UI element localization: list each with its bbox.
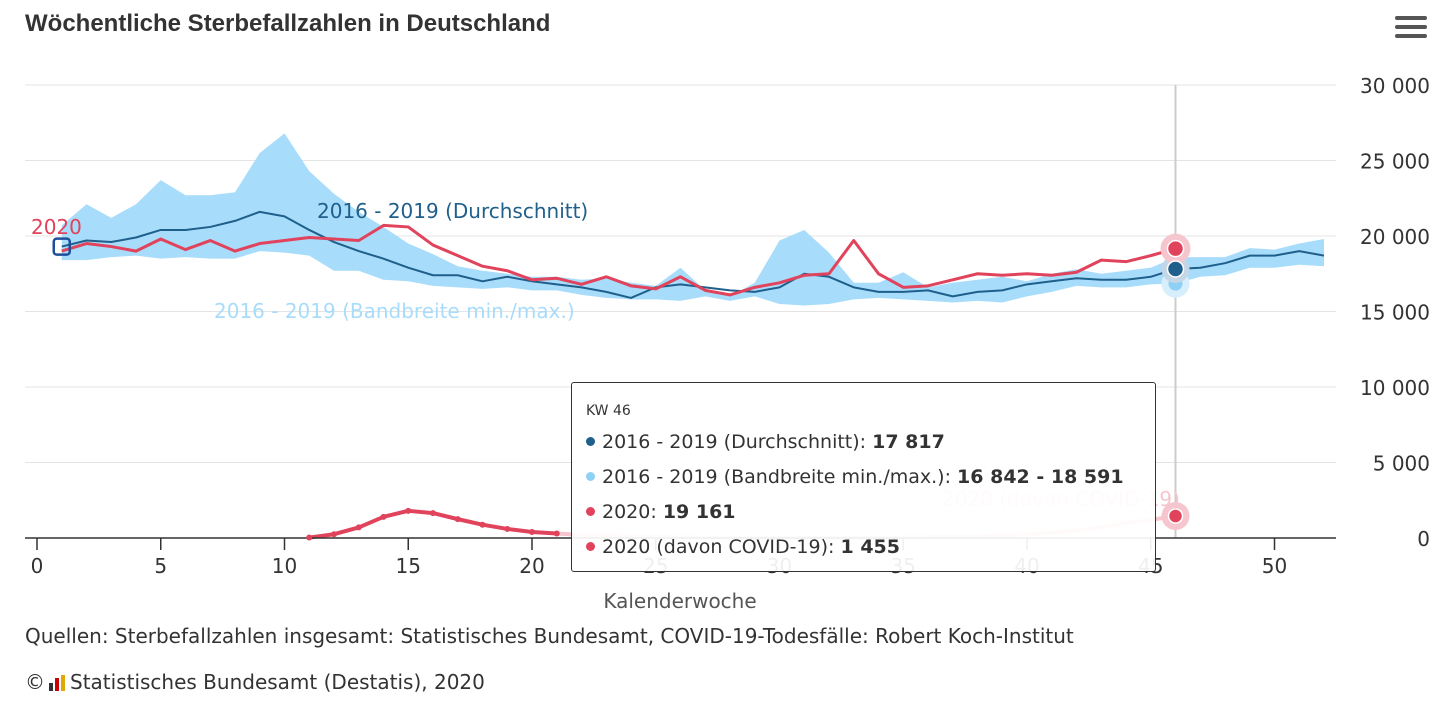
y-tick-label: 5 000: [1373, 452, 1430, 476]
x-axis-title: Kalenderwoche: [603, 589, 756, 613]
point-avg: [1166, 260, 1185, 278]
covid-point: [504, 525, 511, 532]
tooltip-row-2020: 2020: 19 161: [586, 495, 1141, 530]
y-tick-label: 10 000: [1360, 376, 1430, 400]
legend-dot-icon: [586, 437, 595, 446]
x-tick-label: 15: [396, 554, 421, 578]
y-tick-label: 25 000: [1360, 150, 1430, 174]
hamburger-menu-icon[interactable]: [1395, 16, 1427, 42]
covid-point: [430, 510, 436, 517]
band-area: [61, 133, 1324, 306]
label-band: 2016 - 2019 (Bandbreite min./max.): [214, 299, 575, 323]
source-note: Quellen: Sterbefallzahlen insgesamt: Sta…: [25, 624, 1074, 648]
covid-point: [331, 531, 337, 538]
tooltip-row-band: 2016 - 2019 (Bandbreite min./max.): 16 8…: [586, 460, 1141, 495]
legend-dot-icon: [586, 472, 595, 481]
x-tick-label: 0: [31, 554, 44, 578]
covid-point: [454, 516, 461, 523]
point-covid: [1167, 508, 1184, 524]
label-2020: 2020: [31, 215, 82, 239]
tooltip-row-avg: 2016 - 2019 (Durchschnitt): 17 817: [586, 425, 1141, 460]
x-tick-label: 10: [272, 554, 297, 578]
x-tick-label: 20: [519, 554, 544, 578]
legend-dot-icon: [586, 507, 595, 516]
covid-point: [306, 534, 313, 541]
y-tick-label: 15 000: [1360, 301, 1430, 325]
label-avg: 2016 - 2019 (Durchschnitt): [317, 199, 588, 223]
y-tick-label: 20 000: [1360, 225, 1430, 249]
x-tick-label: 5: [154, 554, 167, 578]
series-avg-line: [61, 210, 1325, 299]
y-tick-label: 0: [1417, 527, 1430, 551]
legend-dot-icon: [586, 542, 595, 551]
covid-point: [355, 524, 362, 531]
credit-text[interactable]: Statistisches Bundesamt (Destatis), 2020: [70, 670, 485, 694]
covid-point: [529, 528, 535, 535]
covid-point: [405, 507, 412, 514]
copyright-symbol: ©: [25, 670, 45, 694]
tooltip-week: KW 46: [586, 403, 631, 419]
credit-line: © Statistisches Bundesamt (Destatis), 202…: [25, 670, 485, 694]
start-marker: [52, 237, 71, 256]
destatis-logo-icon: [49, 675, 65, 691]
chart-title: Wöchentliche Sterbefallzahlen in Deutsch…: [25, 10, 551, 37]
tooltip-row-covid: 2020 (davon COVID-19): 1 455: [586, 530, 1141, 565]
chart-tooltip: KW 46 2016 - 2019 (Durchschnitt): 17 817…: [571, 382, 1156, 572]
y-tick-label: 30 000: [1360, 74, 1430, 98]
point-2020: [1166, 239, 1185, 258]
covid-point: [553, 530, 560, 537]
covid-point: [380, 513, 387, 520]
x-tick-label: 50: [1262, 554, 1287, 578]
series-2020-line: [61, 223, 1176, 297]
covid-point: [479, 521, 486, 528]
